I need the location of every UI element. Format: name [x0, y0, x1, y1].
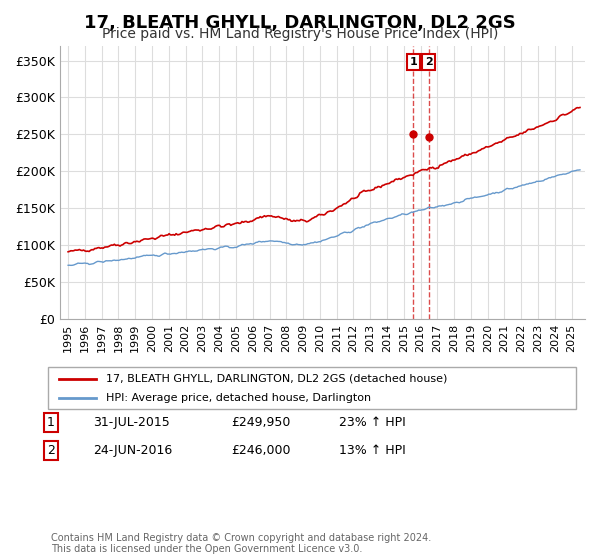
Text: 17, BLEATH GHYLL, DARLINGTON, DL2 2GS (detached house): 17, BLEATH GHYLL, DARLINGTON, DL2 2GS (d… — [106, 374, 448, 384]
Text: £246,000: £246,000 — [231, 444, 290, 458]
Text: 2: 2 — [425, 57, 433, 67]
Text: 24-JUN-2016: 24-JUN-2016 — [93, 444, 172, 458]
Text: Contains HM Land Registry data © Crown copyright and database right 2024.
This d: Contains HM Land Registry data © Crown c… — [51, 533, 431, 554]
Text: 2: 2 — [47, 444, 55, 458]
Text: Price paid vs. HM Land Registry's House Price Index (HPI): Price paid vs. HM Land Registry's House … — [102, 27, 498, 41]
Text: 13% ↑ HPI: 13% ↑ HPI — [339, 444, 406, 458]
Text: 17, BLEATH GHYLL, DARLINGTON, DL2 2GS: 17, BLEATH GHYLL, DARLINGTON, DL2 2GS — [84, 14, 516, 32]
Text: 31-JUL-2015: 31-JUL-2015 — [93, 416, 170, 430]
Text: 1: 1 — [47, 416, 55, 430]
FancyBboxPatch shape — [48, 367, 576, 409]
Text: 23% ↑ HPI: 23% ↑ HPI — [339, 416, 406, 430]
Text: £249,950: £249,950 — [231, 416, 290, 430]
Text: 1: 1 — [410, 57, 418, 67]
Text: HPI: Average price, detached house, Darlington: HPI: Average price, detached house, Darl… — [106, 393, 371, 403]
